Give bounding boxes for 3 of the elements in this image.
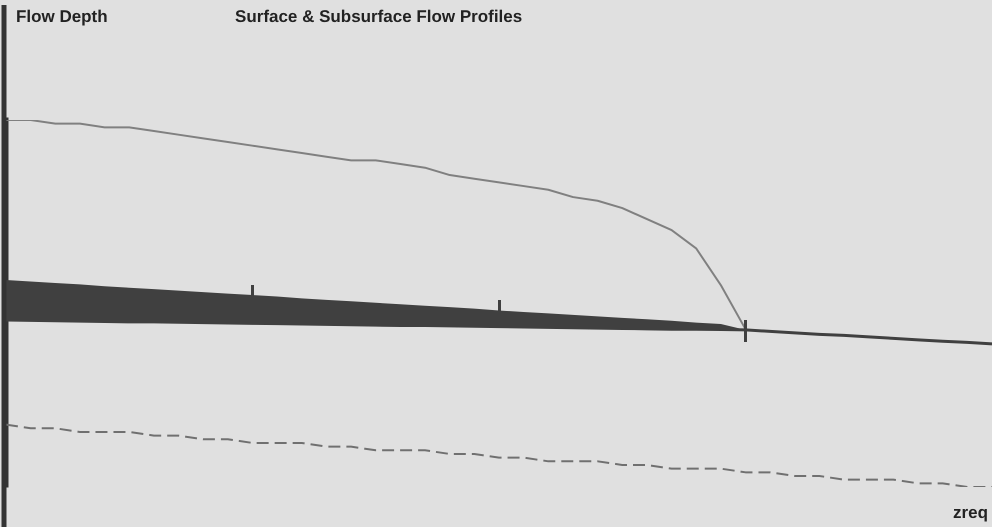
text: Flow Depth [16,7,108,27]
x-axis-title: zreq [953,503,988,523]
chart-title: Surface & Subsurface Flow Profiles [235,7,522,27]
